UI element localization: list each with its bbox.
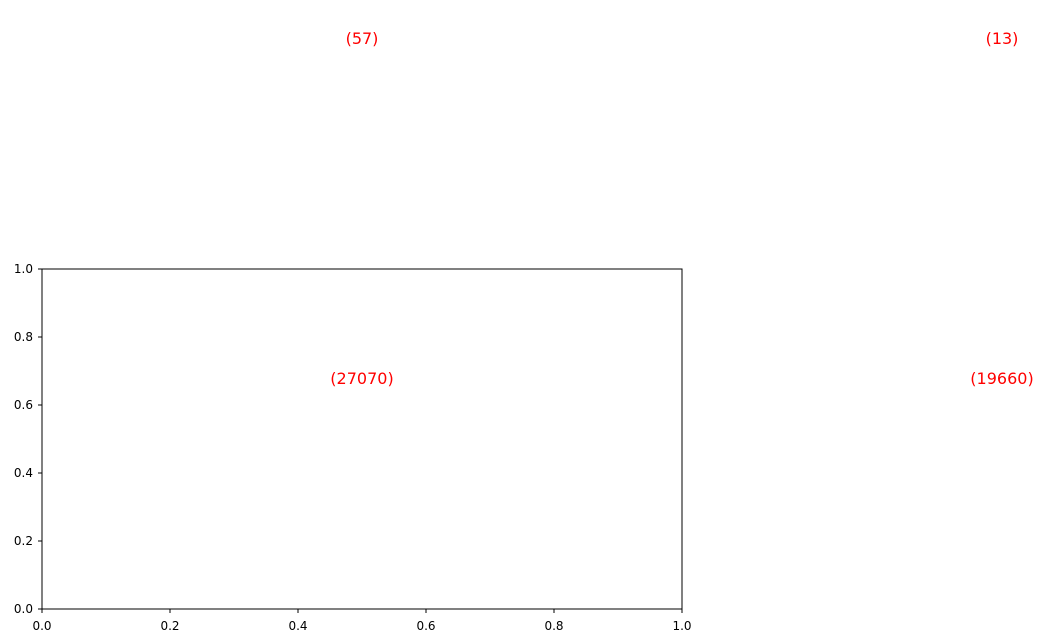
- annotation-label: (57): [346, 29, 379, 48]
- x-tick-label: 0.8: [544, 619, 563, 633]
- y-tick-label: 0.0: [14, 602, 33, 616]
- plot-background: [42, 269, 682, 609]
- annotation-label: (27070): [330, 369, 393, 388]
- axes-frame: [41, 268, 683, 610]
- x-tick-label: 0.4: [288, 619, 307, 633]
- x-tick-label: 0.2: [160, 619, 179, 633]
- annotation-label: (13): [986, 29, 1019, 48]
- y-tick-label: 0.2: [14, 534, 33, 548]
- x-tick-label: 1.0: [672, 619, 691, 633]
- x-tick-label: 0.0: [32, 619, 51, 633]
- y-tick-label: 0.6: [14, 398, 33, 412]
- x-tick-label: 0.6: [416, 619, 435, 633]
- y-tick-label: 0.8: [14, 330, 33, 344]
- annotation-label: (19660): [970, 369, 1033, 388]
- y-tick-label: 1.0: [14, 262, 33, 276]
- annotations: (57) (13) (27070) (19660): [330, 29, 1033, 388]
- y-tick-label: 0.4: [14, 466, 33, 480]
- ticks: 0.0 0.2 0.4 0.6 0.8 1.0 0.0 0.2 0.4 0.6 0.8 1.0: [14, 262, 692, 633]
